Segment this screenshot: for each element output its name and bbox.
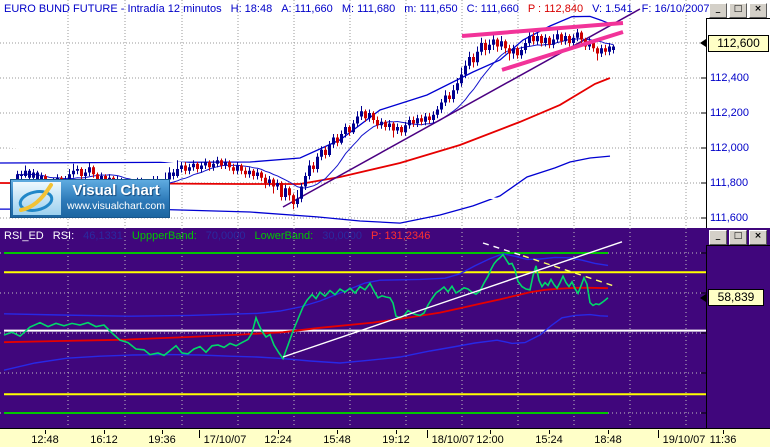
logo-url[interactable]: www.visualchart.com: [66, 200, 166, 212]
rsi-value-arrow-icon: [700, 294, 706, 302]
rsi-value-marker: 58,839: [708, 289, 764, 306]
time-tick: [549, 430, 550, 434]
visual-chart-logo[interactable]: Visual Chart www.visualchart.com: [10, 179, 170, 218]
rsi-header-segment-2: 46,1331: [83, 230, 123, 242]
price-header-segment-5: C: 111,660: [466, 3, 519, 15]
price-axis-label: 112,200: [710, 107, 749, 119]
price-header-segment-3: M: 111,680: [341, 3, 396, 15]
red-ma: [0, 77, 611, 185]
rsi-rising-trendline[interactable]: [282, 241, 623, 358]
maximize-button[interactable]: □: [729, 230, 747, 245]
time-axis-label: 19:36: [148, 434, 176, 446]
rsi-header-segment-1: RSI:: [52, 230, 75, 242]
price-header-segment-2: A: 111,660: [281, 3, 333, 15]
rsi-upper-band: [3, 253, 609, 317]
time-axis-label: 12:24: [264, 434, 292, 446]
visual-chart-swoosh-icon: [13, 182, 61, 215]
white-ma: [0, 145, 621, 208]
channel-lower[interactable]: [501, 30, 624, 72]
rsi-header-segment-5: LowerBand:: [254, 230, 314, 242]
bollinger-lower: [0, 155, 611, 224]
date-axis-label: 18/10/07: [431, 434, 475, 446]
rsi-header-segment-3: UppperBand:: [131, 230, 197, 242]
time-tick: [45, 430, 46, 434]
time-tick: [490, 430, 491, 434]
price-axis-label: 112,400: [710, 72, 749, 84]
price-header-segment-7: V: 1.541: [592, 3, 633, 15]
last-price-marker: 112,600: [708, 35, 769, 52]
close-button[interactable]: ×: [749, 230, 767, 245]
rsi-header-segment-6: 30,0000: [322, 230, 362, 242]
time-tick: [337, 430, 338, 434]
rsi-falling-trendline-white[interactable]: [482, 242, 524, 257]
rsi-header-segment-4: 70,0000: [205, 230, 246, 242]
price-header: EURO BUND FUTURE - Intradía 12 minutos H:…: [4, 3, 719, 15]
rsi-lower-band: [3, 313, 609, 371]
minimize-button[interactable]: _: [709, 3, 727, 18]
rsi-header-segment-7: P: 131,2346: [371, 230, 431, 242]
bollinger-upper: [0, 15, 611, 164]
maximize-button[interactable]: □: [729, 3, 747, 18]
price-header-segment-1: H: 18:48: [230, 3, 273, 15]
price-window-controls: _ □ ×: [709, 3, 767, 18]
price-axis-label: 111,800: [710, 177, 749, 189]
rising-trendline[interactable]: [282, 8, 641, 208]
time-axis: 12:48 16:12 19:36 17/10/07 12:24 15:48 19:12 18…: [0, 428, 770, 447]
price-plot-area[interactable]: [0, 0, 770, 228]
time-axis-label: 15:48: [323, 434, 351, 446]
time-tick: [396, 430, 397, 434]
date-tick: [199, 430, 200, 438]
date-axis-label: 17/10/07: [203, 434, 247, 446]
price-chart-panel[interactable]: EURO BUND FUTURE - Intradía 12 minutos H:…: [0, 0, 770, 229]
rsi-header-segment-0: RSI_ED: [4, 230, 44, 242]
minimize-button[interactable]: _: [709, 230, 727, 245]
date-tick: [658, 430, 659, 438]
price-header-segment-4: m: 111,650: [404, 3, 458, 15]
time-tick: [162, 430, 163, 434]
rsi-falling-trendline-yellow[interactable]: [522, 255, 618, 288]
date-axis-label: 19/10/07: [662, 434, 706, 446]
last-price-arrow-icon: [700, 39, 706, 47]
time-tick: [104, 430, 105, 434]
rsi-header: RSI_ED RSI: 46,1331 UppperBand: 70,0000 Lower…: [4, 230, 439, 242]
price-axis-label: 112,000: [710, 142, 749, 154]
rsi-current-value: 58,839: [717, 290, 755, 304]
close-button[interactable]: ×: [749, 3, 767, 18]
rsi-panel[interactable]: RSI_ED RSI: 46,1331 UppperBand: 70,0000 Lower…: [0, 228, 770, 428]
price-header-segment-8: F: 16/10/2007: [641, 3, 710, 15]
rsi-line: [3, 253, 609, 361]
time-axis-label: 19:12: [382, 434, 410, 446]
time-axis-label: 11:36: [709, 434, 737, 446]
channel-upper[interactable]: [461, 21, 624, 38]
date-tick: [427, 430, 428, 438]
time-tick: [608, 430, 609, 434]
time-axis-label: 12:00: [476, 434, 504, 446]
time-axis-label: 12:48: [31, 434, 59, 446]
price-axis-label: 111,600: [710, 212, 749, 224]
last-price-value: 112,600: [717, 36, 760, 50]
price-header-segment-6: P : 112,840: [527, 3, 584, 15]
rsi-plot-area[interactable]: [0, 228, 770, 428]
rsi-window-controls: _ □ ×: [709, 230, 767, 245]
logo-title: Visual Chart: [72, 182, 160, 199]
time-tick: [723, 430, 724, 434]
time-axis-label: 15:24: [535, 434, 563, 446]
time-tick: [278, 430, 279, 434]
time-axis-label: 16:12: [90, 434, 118, 446]
time-axis-label: 18:48: [594, 434, 622, 446]
price-header-segment-0: EURO BUND FUTURE - Intradía 12 minutos: [4, 3, 222, 15]
